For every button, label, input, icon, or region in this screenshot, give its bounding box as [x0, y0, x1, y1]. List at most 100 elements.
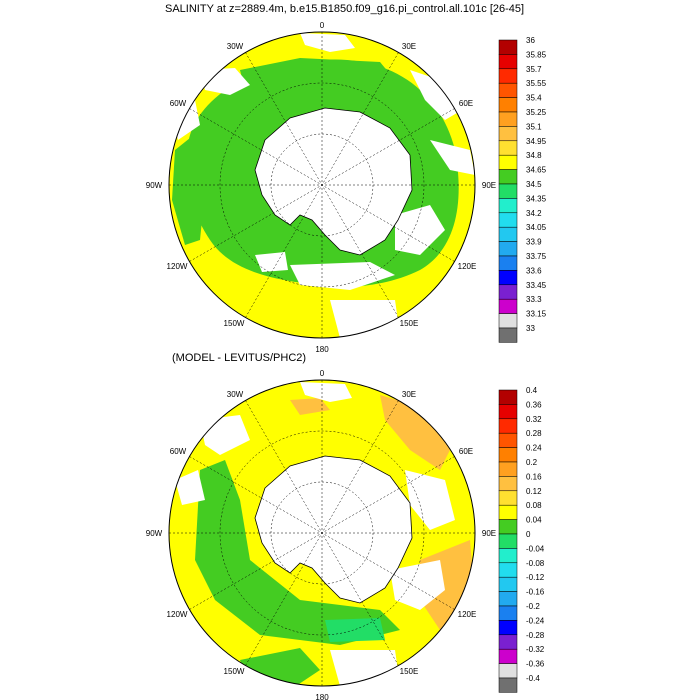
difference-colorbar-label: 0.16: [526, 472, 542, 481]
salinity-colorbar-swatch: [498, 270, 518, 286]
difference-colorbar-swatch: [498, 562, 518, 578]
salinity-colorbar-label: 35.85: [526, 50, 547, 59]
difference-colorbar-swatch: [498, 476, 518, 492]
salinity-colorbar-swatch: [498, 97, 518, 113]
longitude-label: 180: [315, 345, 329, 354]
salinity-colorbar-swatch: [498, 183, 518, 199]
difference-colorbar-swatch: [498, 648, 518, 664]
difference-colorbar-swatch: [498, 548, 518, 564]
difference-colorbar-swatch: [498, 490, 518, 506]
bottom-panel-title: (MODEL - LEVITUS/PHC2): [172, 352, 307, 364]
longitude-label: 90E: [482, 529, 496, 538]
longitude-label: 60W: [170, 447, 187, 456]
salinity-colorbar-label: 35.7: [526, 65, 542, 74]
difference-colorbar-label: 0.36: [526, 400, 542, 409]
longitude-label: 60W: [170, 99, 187, 108]
difference-colorbar-label: 0.24: [526, 444, 542, 453]
salinity-map: [168, 31, 476, 339]
salinity-colorbar-label: 33.9: [526, 238, 542, 247]
difference-colorbar-label: 0.28: [526, 429, 542, 438]
longitude-label: 120E: [458, 262, 477, 271]
salinity-colorbar-swatch: [498, 212, 518, 228]
difference-colorbar-swatch: [498, 519, 518, 535]
salinity-colorbar-swatch: [498, 169, 518, 185]
salinity-colorbar-swatch: [498, 154, 518, 170]
salinity-colorbar-label: 33.3: [526, 295, 542, 304]
salinity-colorbar-swatch: [498, 68, 518, 84]
difference-colorbar-swatch: [498, 620, 518, 636]
difference-colorbar-label: 0.04: [526, 516, 542, 525]
longitude-label: 180: [315, 693, 329, 700]
salinity-colorbar-label: 33.45: [526, 281, 547, 290]
longitude-label: 0: [320, 21, 325, 30]
difference-colorbar-label: 0.32: [526, 415, 542, 424]
difference-colorbar-label: -0.16: [526, 588, 545, 597]
difference-colorbar-swatch: [498, 418, 518, 434]
salinity-colorbar-label: 35.4: [526, 94, 542, 103]
top-panel-title: SALINITY at z=2889.4m, b.e15.B1850.f09_g…: [165, 3, 525, 15]
longitude-label: 120W: [167, 610, 188, 619]
difference-colorbar-label: -0.08: [526, 559, 545, 568]
salinity-difference-map: [168, 379, 476, 687]
difference-colorbar-swatch: [498, 634, 518, 650]
difference-colorbar-swatch: [498, 533, 518, 549]
longitude-label: 30W: [227, 42, 244, 51]
salinity-colorbar-swatch: [498, 82, 518, 98]
longitude-label: 150E: [400, 319, 419, 328]
salinity-colorbar-swatch: [498, 140, 518, 156]
salinity-colorbar-swatch: [498, 241, 518, 257]
longitude-label: 90E: [482, 181, 496, 190]
difference-colorbar-swatch: [498, 663, 518, 679]
salinity-colorbar-label: 34.95: [526, 137, 547, 146]
salinity-colorbar-label: 33.6: [526, 266, 542, 275]
difference-colorbar-swatch: [498, 576, 518, 592]
salinity-colorbar-swatch: [498, 54, 518, 70]
difference-colorbar-label: -0.24: [526, 616, 545, 625]
difference-colorbar-label: 0.08: [526, 501, 542, 510]
difference-colorbar-label: -0.36: [526, 660, 545, 669]
salinity-colorbar-label: 34.8: [526, 151, 542, 160]
difference-colorbar-swatch: [498, 677, 518, 693]
salinity-colorbar-swatch: [498, 313, 518, 329]
longitude-label: 150E: [400, 667, 419, 676]
salinity-colorbar-label: 34.5: [526, 180, 542, 189]
difference-colorbar-label: -0.28: [526, 631, 545, 640]
salinity-colorbar-label: 35.1: [526, 122, 542, 131]
salinity-colorbar-label: 34.2: [526, 209, 542, 218]
longitude-label: 90W: [146, 529, 163, 538]
salinity-colorbar-label: 33.15: [526, 310, 547, 319]
longitude-label: 150W: [224, 319, 245, 328]
difference-colorbar-label: -0.12: [526, 573, 545, 582]
salinity-colorbar-swatch: [498, 39, 518, 55]
difference-colorbar-label: -0.4: [526, 674, 540, 683]
salinity-colorbar-label: 33.75: [526, 252, 547, 261]
longitude-label: 30W: [227, 390, 244, 399]
salinity-colorbar-swatch: [498, 226, 518, 242]
difference-colorbar-swatch: [498, 461, 518, 477]
difference-colorbar-swatch: [498, 447, 518, 463]
longitude-label: 0: [320, 369, 325, 378]
difference-colorbar-swatch: [498, 432, 518, 448]
difference-colorbar-swatch: [498, 389, 518, 405]
difference-colorbar-swatch: [498, 404, 518, 420]
longitude-label: 30E: [402, 42, 416, 51]
salinity-colorbar-label: 36: [526, 36, 535, 45]
longitude-label: 60E: [459, 447, 473, 456]
salinity-colorbar-label: 34.65: [526, 166, 547, 175]
longitude-label: 150W: [224, 667, 245, 676]
salinity-colorbar-label: 33: [526, 324, 535, 333]
salinity-colorbar-swatch: [498, 284, 518, 300]
difference-colorbar-label: 0: [526, 530, 531, 539]
longitude-label: 120E: [458, 610, 477, 619]
difference-colorbar-swatch: [498, 591, 518, 607]
salinity-colorbar-swatch: [498, 327, 518, 343]
difference-colorbar-swatch: [498, 605, 518, 621]
longitude-label: 60E: [459, 99, 473, 108]
difference-colorbar-label: -0.32: [526, 645, 545, 654]
salinity-colorbar-label: 35.55: [526, 79, 547, 88]
salinity-colorbar-label: 34.35: [526, 194, 547, 203]
salinity-colorbar-swatch: [498, 255, 518, 271]
longitude-label: 30E: [402, 390, 416, 399]
difference-colorbar-swatch: [498, 504, 518, 520]
